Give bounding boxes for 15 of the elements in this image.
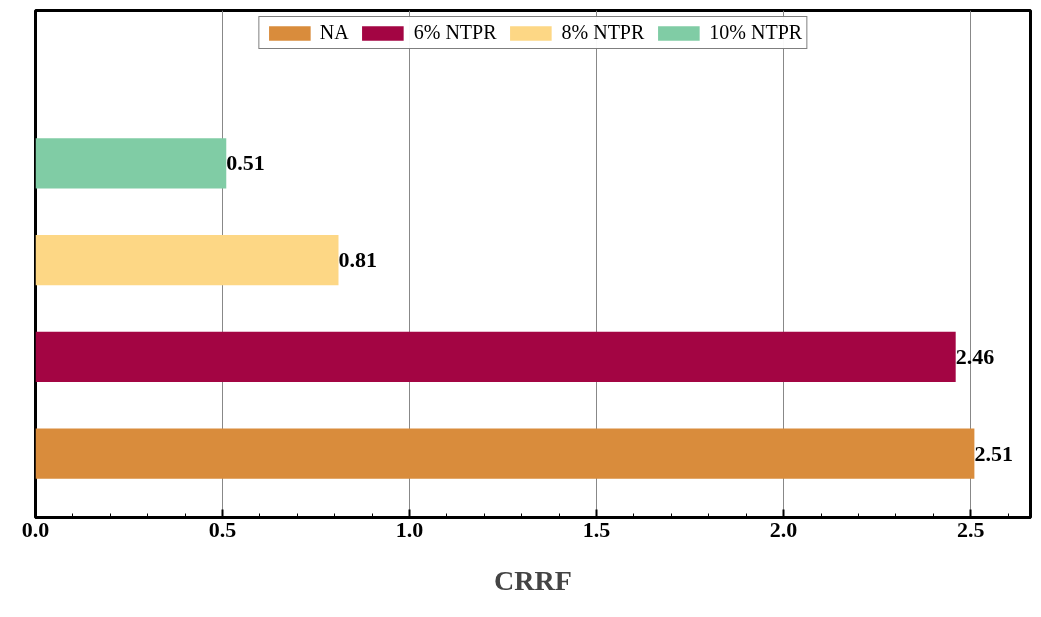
x-tick-label: 2.5 xyxy=(956,516,985,542)
legend-label: NA xyxy=(319,21,349,44)
data-label: 0.81 xyxy=(338,247,377,273)
x-tick-label: 1.0 xyxy=(395,516,424,542)
data-label: 2.46 xyxy=(955,343,995,369)
x-tick-label: 1.5 xyxy=(582,516,611,542)
data-label: 2.51 xyxy=(974,440,1013,466)
legend-label: 10% NTPR xyxy=(709,21,803,44)
data-label: 0.51 xyxy=(226,150,265,176)
x-axis-title: CRRF xyxy=(494,564,572,596)
legend-label: 6% NTPR xyxy=(413,21,497,44)
x-tick-label: 0.0 xyxy=(21,516,50,542)
legend-label: 8% NTPR xyxy=(561,21,645,44)
x-tick-label: 2.0 xyxy=(769,516,798,542)
x-tick-label: 0.5 xyxy=(208,516,237,542)
